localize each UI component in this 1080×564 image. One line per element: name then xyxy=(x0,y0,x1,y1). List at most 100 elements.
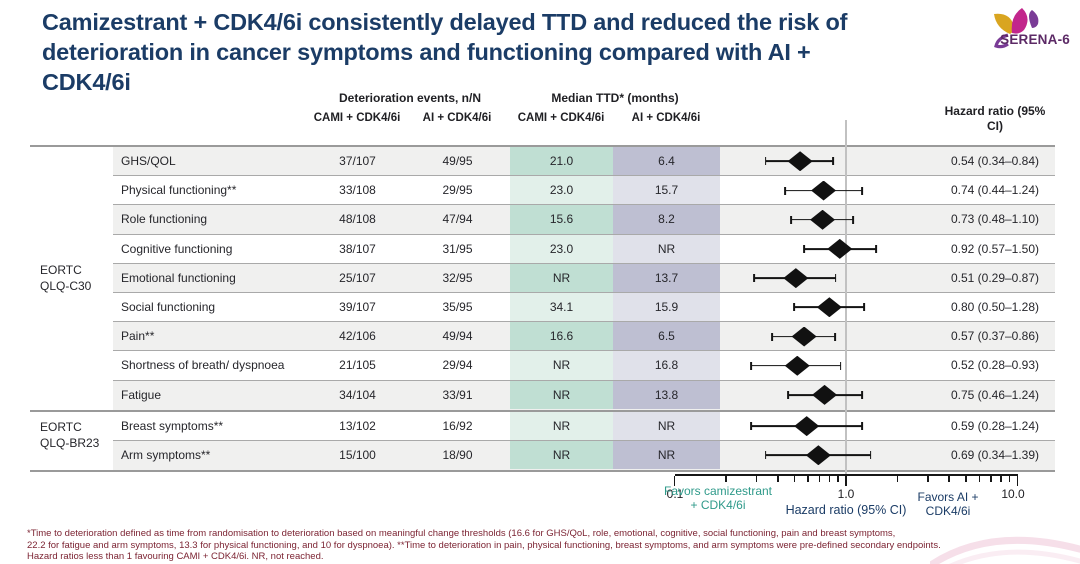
axis-minor-tick xyxy=(927,476,929,482)
median-ai-cell: NR xyxy=(613,234,720,263)
logo-text: SERENA-6 xyxy=(1000,32,1070,47)
ci-cap-low xyxy=(803,244,806,253)
table-row: Social functioning 39/107 35/95 34.1 15.9 0.8… xyxy=(113,293,1055,323)
axis-minor-tick xyxy=(755,476,758,482)
favors-camizestrant-label: Favors camizestrant + CDK4/6i xyxy=(663,484,773,512)
events-cami-cell: 25/107 xyxy=(339,270,376,285)
x-axis xyxy=(675,474,1018,476)
median-cami-cell: 15.6 xyxy=(510,205,613,234)
group-label-eortc-qlq-br23: EORTC QLQ-BR23 xyxy=(40,420,99,451)
hr-diamond xyxy=(810,209,836,230)
events-ai-cell: 33/91 xyxy=(442,387,473,402)
table-row: Breast symptoms** 13/102 16/92 NR NR 0.59 (0.… xyxy=(113,411,1055,441)
hr-diamond xyxy=(783,268,809,289)
col-header-deterioration-events: Deterioration events, n/N xyxy=(338,91,482,105)
table-row: GHS/QOL 37/107 49/95 21.0 6.4 0.54 (0.34–0.84… xyxy=(113,147,1055,177)
ci-cap-low xyxy=(771,332,773,341)
axis-tick-label-center: 1.0 xyxy=(837,487,855,501)
table-row: Arm symptoms** 15/100 18/90 NR NR 0.69 (0.34–… xyxy=(113,441,1055,471)
ci-cap-low xyxy=(764,451,767,460)
hr-diamond xyxy=(787,151,813,172)
median-cami-cell: NR xyxy=(510,380,613,409)
axis-minor-tick xyxy=(807,476,809,482)
events-ai-cell: 49/94 xyxy=(442,329,473,344)
ci-cap-low xyxy=(752,274,755,283)
title-line: Camizestrant + CDK4/6i consistently dela… xyxy=(42,9,848,35)
events-ai-cell: 32/95 xyxy=(442,270,473,285)
hr-diamond xyxy=(784,355,810,376)
group-label-line: QLQ-C30 xyxy=(40,278,92,293)
title-line: CDK4/6i xyxy=(42,69,131,95)
median-cami-cell: NR xyxy=(510,411,613,440)
row-label: Shortness of breath/ dyspnoea xyxy=(121,358,285,373)
axis-tick-label-max: 10.0 xyxy=(1001,487,1025,501)
axis-minor-tick xyxy=(965,476,967,482)
events-ai-cell: 29/95 xyxy=(442,183,473,198)
hr-diamond xyxy=(811,180,837,201)
median-cami-cell: NR xyxy=(510,351,613,380)
median-cami-cell: 16.6 xyxy=(510,322,613,351)
median-ai-cell: 13.8 xyxy=(613,380,720,409)
table-row: Emotional functioning 25/107 32/95 NR 13.7 0.… xyxy=(113,263,1055,293)
events-cami-cell: 34/104 xyxy=(339,387,376,402)
hazard-ratio-cell: 0.75 (0.46–1.24) xyxy=(950,387,1040,402)
row-label: Pain** xyxy=(121,329,155,344)
serena6-logo: SERENA-6 xyxy=(980,4,1072,52)
median-ai-cell: NR xyxy=(613,441,720,470)
table-row: Role functioning 48/108 47/94 15.6 8.2 0.73 (… xyxy=(113,205,1055,235)
median-cami-cell: 23.0 xyxy=(510,176,613,205)
hazard-ratio-cell: 0.69 (0.34–1.39) xyxy=(950,448,1040,462)
hazard-ratio-cell: 0.80 (0.50–1.28) xyxy=(950,300,1040,314)
table-bottom-border xyxy=(30,470,1055,472)
hazard-ratio-cell: 0.59 (0.28–1.24) xyxy=(950,418,1040,433)
median-cami-cell: 23.0 xyxy=(510,234,613,263)
events-ai-cell: 47/94 xyxy=(442,212,473,227)
events-ai-cell: 18/90 xyxy=(442,448,473,462)
events-cami-cell: 39/107 xyxy=(339,300,376,314)
row-label: Social functioning xyxy=(121,300,216,314)
axis-minor-tick xyxy=(978,476,981,482)
row-label: Cognitive functioning xyxy=(121,241,233,256)
events-cami-cell: 42/106 xyxy=(339,329,376,344)
events-cami-cell: 13/102 xyxy=(339,418,376,433)
median-ai-cell: 16.8 xyxy=(613,351,720,380)
ci-cap-low xyxy=(750,422,753,431)
ci-cap-low xyxy=(793,303,796,312)
row-label: Fatigue xyxy=(121,387,162,402)
axis-minor-tick xyxy=(725,476,727,482)
axis-minor-tick xyxy=(990,476,992,482)
subheader-ai-median: AI + CDK4/6i xyxy=(631,112,701,124)
median-cami-cell: 34.1 xyxy=(510,293,613,322)
hazard-ratio-cell: 0.51 (0.29–0.87) xyxy=(950,270,1040,285)
axis-major-tick xyxy=(1016,476,1019,486)
favors-ai-label: Favors AI + CDK4/6i xyxy=(917,490,979,518)
reference-line-hr-1 xyxy=(845,120,847,474)
group-label-line: EORTC xyxy=(40,263,82,277)
row-label: Role functioning xyxy=(121,212,208,227)
col-header-median-ttd: Median TTD* (months) xyxy=(551,91,679,105)
footnote-line: Hazard ratios less than 1 favouring CAMI… xyxy=(27,551,324,562)
ci-cap-high xyxy=(861,390,863,399)
ci-cap-low xyxy=(790,215,793,224)
footnote-line: 22.2 for fatigue and arm symptoms, 13.3 … xyxy=(27,539,941,551)
ci-cap-low xyxy=(750,361,753,370)
hr-diamond xyxy=(816,297,842,318)
axis-minor-tick xyxy=(793,476,796,482)
row-label: Breast symptoms** xyxy=(121,418,224,433)
axis-minor-tick xyxy=(1008,476,1011,482)
subheader-ai-events: AI + CDK4/6i xyxy=(422,112,492,124)
table-row: Shortness of breath/ dyspnoea 21/105 29/94… xyxy=(113,351,1055,381)
ci-cap-high xyxy=(861,186,863,195)
table-row: Cognitive functioning 38/107 31/95 23.0 NR 0.… xyxy=(113,234,1055,264)
hr-diamond xyxy=(827,238,853,259)
events-ai-cell: 16/92 xyxy=(442,418,473,433)
median-ai-cell: 6.4 xyxy=(613,147,720,176)
hazard-ratio-cell: 0.57 (0.37–0.86) xyxy=(950,329,1040,344)
events-ai-cell: 29/94 xyxy=(442,358,473,373)
ci-cap-low xyxy=(783,186,786,195)
table-group-divider xyxy=(30,410,1055,412)
axis-minor-tick xyxy=(828,476,831,482)
ci-cap-high xyxy=(833,332,836,341)
group-label-line: EORTC xyxy=(40,420,82,434)
axis-minor-tick xyxy=(818,476,821,482)
